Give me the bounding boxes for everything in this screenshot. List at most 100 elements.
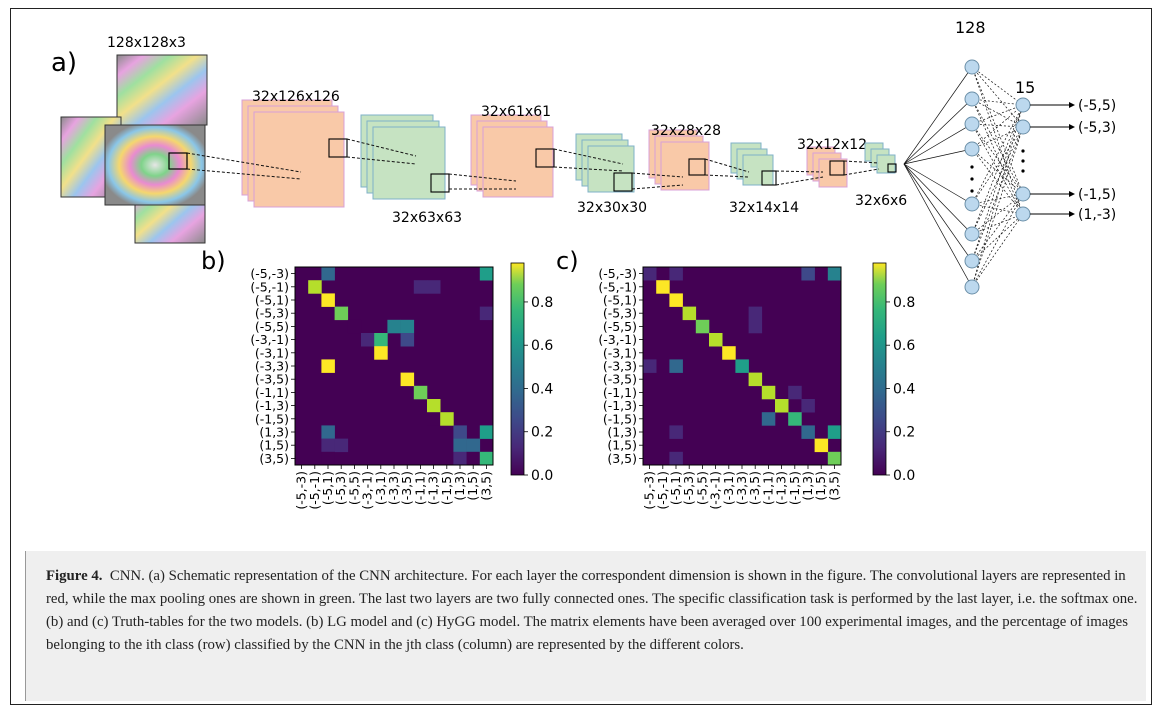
input-kernel-box <box>168 152 188 170</box>
x-tick-label: (-5,5) <box>694 471 709 505</box>
fully-connected-edges <box>903 66 1024 288</box>
x-tick-label: (-5,-1) <box>307 471 322 510</box>
edge-out <box>971 126 1024 205</box>
projection-line-4 <box>448 173 517 182</box>
heatmap-cell <box>334 306 349 321</box>
heatmap-cell <box>413 385 428 400</box>
output-node-2 <box>1015 186 1031 202</box>
colorbar-tick-label: 0.2 <box>893 425 915 441</box>
heatmap-cell <box>440 412 454 426</box>
y-tick-label: (-3,5) <box>255 372 289 387</box>
edge-out <box>971 148 1024 215</box>
heatmap-cell <box>669 267 683 281</box>
heatmap-cell <box>814 438 829 453</box>
heatmap-cell <box>466 451 481 466</box>
layer-conv-0: 32x126x126 <box>241 89 348 208</box>
layer-sheet <box>482 126 554 198</box>
heatmap-cell <box>669 293 683 307</box>
edge-in <box>903 163 973 262</box>
output-layer-size: 15 <box>1015 78 1035 97</box>
edge-out <box>971 66 1024 215</box>
figure-number: Figure 4. <box>46 568 103 584</box>
heatmap-cell <box>761 412 776 426</box>
edge-out <box>971 98 1024 106</box>
edge-out <box>971 104 1024 205</box>
edge-in <box>903 66 973 165</box>
heatmap-cell <box>709 333 723 347</box>
layer-size-label: 32x14x14 <box>729 200 799 216</box>
heatmap-cell <box>321 359 335 373</box>
x-tick-label: (-5,-3) <box>642 471 657 510</box>
layer-size-label: 32x30x30 <box>577 200 647 216</box>
x-tick-label: (-3,3) <box>386 471 401 505</box>
kernel-box <box>761 170 777 186</box>
colorbar-tick-label: 0.0 <box>893 468 915 484</box>
y-tick-label: (-5,1) <box>255 293 289 308</box>
heatmap-b: b) (-5,-3)(-5,-3)(-5,-1)(-5,-1)(-5,1)(-5,… <box>201 247 553 510</box>
projection-line-2 <box>346 138 417 157</box>
projection-line-7 <box>553 166 624 172</box>
kernel-box <box>829 160 845 176</box>
projection-line-11 <box>704 174 750 178</box>
y-tick-label: (1,5) <box>607 438 637 453</box>
output-arrowhead-1 <box>1069 124 1075 130</box>
layer-size-label: 32x63x63 <box>392 210 462 226</box>
x-tick-label: (1,5) <box>465 471 480 501</box>
dense-layer-size: 128 <box>955 18 986 37</box>
heatmap-cell <box>479 267 494 281</box>
x-tick-label: (1,3) <box>452 471 467 501</box>
output-arrowhead-0 <box>1069 102 1075 108</box>
colorbar <box>510 262 525 476</box>
output-node-0 <box>1015 97 1031 113</box>
heatmap-cell <box>643 359 657 373</box>
heatmap-cell <box>400 333 415 347</box>
projection-line-1 <box>186 168 302 180</box>
heatmap-cell <box>413 280 428 294</box>
projection-line-3 <box>346 156 417 165</box>
edge-out <box>971 66 1024 106</box>
heatmap-cell <box>748 306 763 321</box>
edge-out <box>971 213 1024 288</box>
heatmap-cell <box>801 399 815 413</box>
figure-caption: Figure 4. CNN. (a) Schematic representat… <box>46 565 1142 657</box>
x-tick-label: (-1,3) <box>426 471 441 505</box>
heatmap-cell <box>788 385 802 400</box>
edge-out <box>971 123 1024 128</box>
heatmap-cell <box>775 399 789 413</box>
x-tick-label: (-5,-3) <box>294 471 309 510</box>
layer-size-label: 32x61x61 <box>481 104 551 120</box>
layer-conv-2: 32x61x61 <box>470 104 555 198</box>
heatmap-cell <box>643 267 657 281</box>
dense-node-7 <box>964 279 980 295</box>
edge-out <box>971 213 1024 262</box>
y-tick-label: (-3,1) <box>255 345 289 360</box>
layer-size-label: 32x28x28 <box>651 123 721 139</box>
y-tick-label: (-3,-1) <box>598 332 637 347</box>
edge-in <box>903 163 973 205</box>
heatmap-cell <box>682 306 697 321</box>
layer-pool-3: 32x30x30 <box>575 133 647 216</box>
edge-out <box>971 193 1024 288</box>
edge-out <box>971 193 1024 235</box>
x-tick-label: (1,3) <box>800 471 815 501</box>
heatmap-cells <box>643 267 842 466</box>
x-tick-label: (-3,1) <box>373 471 388 505</box>
kernel-box <box>613 172 633 192</box>
x-tick-label: (-5,1) <box>668 471 683 505</box>
input-image-0 <box>116 54 208 126</box>
heatmap-cell <box>827 267 842 281</box>
edge-out <box>971 148 1024 195</box>
dense-node-4 <box>964 196 980 212</box>
colorbar-tick-label: 0.2 <box>531 425 553 441</box>
heatmap-cell <box>321 425 335 439</box>
edge-out <box>971 98 1024 195</box>
heatmap-cell <box>453 451 467 466</box>
dense-ellipsis-dot-0 <box>970 165 974 169</box>
kernel-box <box>328 138 348 158</box>
layer-sheet <box>587 145 635 193</box>
output-node-3 <box>1015 206 1031 222</box>
layer-size-label: 32x12x12 <box>797 137 867 153</box>
heatmap-cell <box>788 412 802 426</box>
colorbar-tick-label: 0.8 <box>531 295 553 311</box>
y-tick-label: (-1,3) <box>603 398 637 413</box>
